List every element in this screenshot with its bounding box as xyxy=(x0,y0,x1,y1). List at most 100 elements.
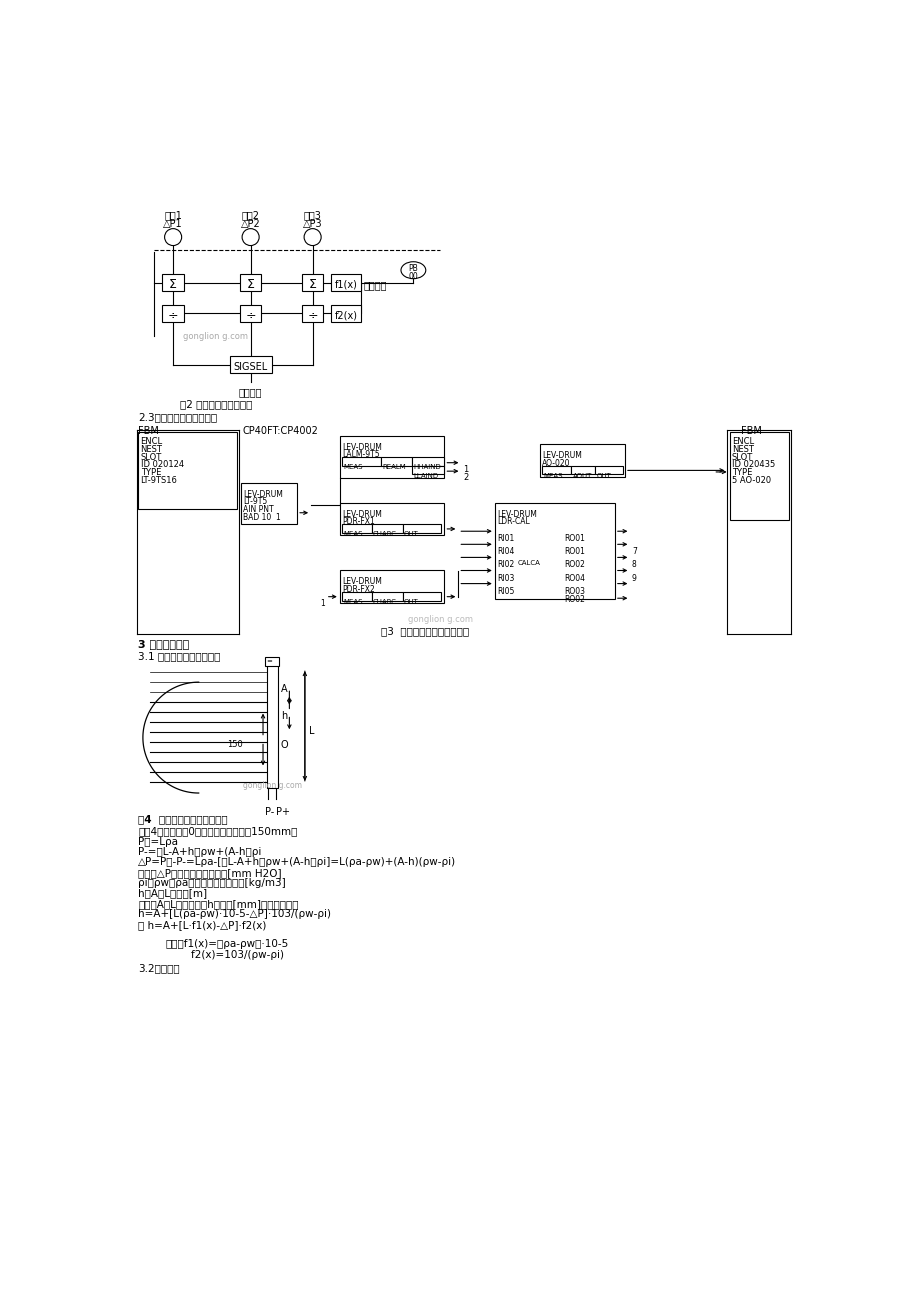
Text: 3.1 单室平衡容器测量原理: 3.1 单室平衡容器测量原理 xyxy=(138,651,221,661)
Bar xyxy=(162,305,184,322)
Bar xyxy=(594,466,622,474)
Text: CP40FT:CP4002: CP40FT:CP4002 xyxy=(243,426,318,436)
Text: RI02: RI02 xyxy=(496,560,514,569)
Text: 3 单室平衡容器: 3 单室平衡容器 xyxy=(138,639,189,648)
Bar xyxy=(241,483,297,523)
Text: h: h xyxy=(280,711,287,720)
Text: 1: 1 xyxy=(462,465,468,474)
Text: RO02: RO02 xyxy=(564,595,584,604)
Bar xyxy=(403,592,441,600)
Text: SIGSEL: SIGSEL xyxy=(233,362,267,372)
Bar xyxy=(240,273,261,290)
Text: ÷: ÷ xyxy=(307,309,318,322)
Text: Σ: Σ xyxy=(169,279,176,292)
Text: 2: 2 xyxy=(462,474,468,483)
Text: h=A+[L(ρa-ρw)·10-5-△P]·103/(ρw-ρi): h=A+[L(ρa-ρw)·10-5-△P]·103/(ρw-ρi) xyxy=(138,909,331,919)
Text: RI04: RI04 xyxy=(496,547,514,556)
Bar xyxy=(339,436,444,478)
Text: MEAS: MEAS xyxy=(344,465,363,470)
Text: ID 020124: ID 020124 xyxy=(141,461,184,470)
Bar xyxy=(571,466,594,474)
Bar xyxy=(729,432,789,521)
Bar xyxy=(339,570,444,603)
Text: 7: 7 xyxy=(631,547,636,556)
Text: LEV-DRUM: LEV-DRUM xyxy=(342,443,381,452)
Text: TYPE: TYPE xyxy=(141,469,161,477)
Text: RO02: RO02 xyxy=(564,560,584,569)
Text: △P3: △P3 xyxy=(302,219,322,229)
Text: 1: 1 xyxy=(320,599,324,608)
Bar xyxy=(539,444,624,477)
Text: RO01: RO01 xyxy=(564,534,584,543)
Text: A: A xyxy=(280,685,287,694)
Text: OUT: OUT xyxy=(403,531,418,538)
Text: ÷: ÷ xyxy=(245,309,255,322)
Text: ENCL: ENCL xyxy=(141,437,163,447)
Text: 2.3双室平衡容器补偿组态: 2.3双室平衡容器补偿组态 xyxy=(138,413,217,423)
Text: LEV-DRUM: LEV-DRUM xyxy=(342,577,381,586)
Text: ÷: ÷ xyxy=(167,309,178,322)
Text: gonglion g.com: gonglion g.com xyxy=(243,781,301,790)
Bar xyxy=(371,592,403,600)
Text: P+: P+ xyxy=(276,807,289,816)
Text: SLOT: SLOT xyxy=(141,453,162,462)
Text: FBM: FBM xyxy=(138,426,159,436)
Ellipse shape xyxy=(401,262,425,279)
Bar xyxy=(265,656,279,667)
Text: 图3  双室平衡容器压力补偿图: 图3 双室平衡容器压力补偿图 xyxy=(380,626,469,635)
Text: LT-9T5: LT-9T5 xyxy=(243,497,267,506)
Bar xyxy=(331,273,360,290)
Text: gonglion g.com: gonglion g.com xyxy=(183,332,248,341)
Text: CALCA: CALCA xyxy=(517,560,540,566)
Text: NEST: NEST xyxy=(732,445,753,454)
Bar xyxy=(403,525,441,533)
Bar xyxy=(267,664,278,788)
Text: TYPE: TYPE xyxy=(732,469,752,477)
Text: 水位1: 水位1 xyxy=(164,210,182,220)
Bar xyxy=(371,525,403,533)
Text: RO03: RO03 xyxy=(564,587,584,596)
Bar xyxy=(342,592,371,600)
Text: 8: 8 xyxy=(631,560,636,569)
Text: 其中：f1(x)=（ρa-ρw）·10-5: 其中：f1(x)=（ρa-ρw）·10-5 xyxy=(165,939,289,949)
Bar xyxy=(339,503,444,535)
Text: OUT: OUT xyxy=(596,473,610,479)
Bar xyxy=(240,305,261,322)
Bar xyxy=(230,357,272,374)
Text: L: L xyxy=(309,727,314,736)
Text: △P2: △P2 xyxy=(241,219,260,229)
Text: LEV-DRUM: LEV-DRUM xyxy=(243,490,282,499)
Text: CHARC: CHARC xyxy=(373,531,396,538)
Text: gonglion g.com: gonglion g.com xyxy=(407,615,472,624)
Text: MEAS: MEAS xyxy=(344,599,363,605)
Text: SLOT: SLOT xyxy=(732,453,753,462)
Text: 汽包水位: 汽包水位 xyxy=(239,387,262,397)
Bar xyxy=(541,466,571,474)
Text: FBM: FBM xyxy=(741,426,761,436)
Text: △P1: △P1 xyxy=(164,219,183,229)
Text: LALM-9T5: LALM-9T5 xyxy=(342,450,380,460)
Bar xyxy=(342,525,371,533)
Bar xyxy=(494,503,614,599)
Bar xyxy=(138,432,237,509)
Text: P-=（L-A+h）ρw+(A-h）ρi: P-=（L-A+h）ρw+(A-h）ρi xyxy=(138,846,261,857)
Text: f2(x): f2(x) xyxy=(335,311,357,320)
Text: LEV-DRUM: LEV-DRUM xyxy=(496,509,537,518)
Bar xyxy=(162,273,184,290)
Text: 水位3: 水位3 xyxy=(303,210,322,220)
Circle shape xyxy=(304,229,321,246)
Text: 由图4可知，汽包0水位距离几何中心线150mm。: 由图4可知，汽包0水位距离几何中心线150mm。 xyxy=(138,827,298,836)
Text: RO04: RO04 xyxy=(564,574,584,582)
Text: LDR-CAL: LDR-CAL xyxy=(496,517,529,526)
Text: LEV-DRUM: LEV-DRUM xyxy=(541,452,582,460)
Text: RI01: RI01 xyxy=(496,534,514,543)
Text: PB: PB xyxy=(408,264,418,273)
Text: 水位2: 水位2 xyxy=(242,210,259,220)
Circle shape xyxy=(165,229,181,246)
Text: △P=P＋-P-=Lρa-[（L-A+h）ρw+(A-h）ρi]=L(ρa-ρw)+(A-h)(ρw-ρi): △P=P＋-P-=Lρa-[（L-A+h）ρw+(A-h）ρi]=L(ρa-ρw… xyxy=(138,857,456,867)
Text: AOUT: AOUT xyxy=(573,473,592,479)
Text: RI05: RI05 xyxy=(496,587,514,596)
Text: CHARC: CHARC xyxy=(373,599,396,605)
Text: PDR-FX2: PDR-FX2 xyxy=(342,585,374,594)
Bar xyxy=(301,305,323,322)
